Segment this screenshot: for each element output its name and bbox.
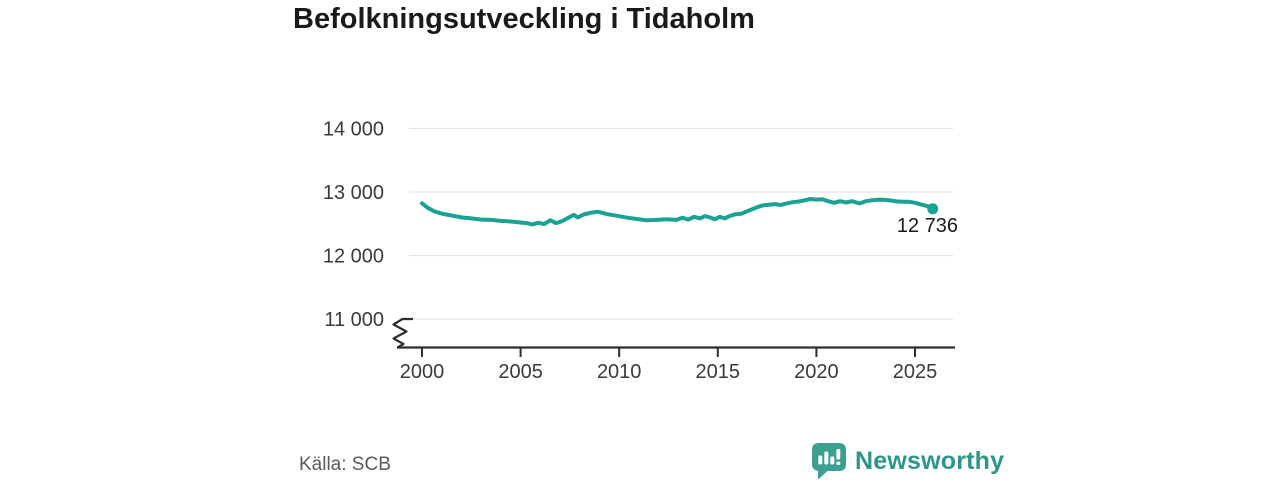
brand-name: Newsworthy — [855, 447, 1005, 475]
x-tick-label: 2000 — [400, 361, 445, 383]
y-tick-label: 13 000 — [323, 182, 384, 204]
x-tick-label: 2015 — [696, 361, 741, 383]
y-tick-label: 11 000 — [324, 309, 384, 331]
newsworthy-speech-bubble-chart-icon — [812, 443, 846, 480]
x-tick-label: 2005 — [498, 361, 543, 383]
population-series-line — [420, 197, 935, 227]
x-axis-labels: 2000 2005 2010 2015 2020 2025 — [400, 361, 938, 383]
x-tick-label: 2025 — [893, 361, 938, 383]
y-axis-break-zigzag-icon — [392, 317, 413, 349]
y-tick-label: 12 000 — [323, 246, 384, 268]
x-tick-label: 2020 — [794, 361, 839, 383]
source-note: Källa: SCB — [299, 454, 391, 475]
newsworthy-logo[interactable]: Newsworthy — [812, 443, 1004, 480]
x-axis-ticks — [421, 347, 916, 357]
latest-value-label: 12 736 — [897, 215, 958, 237]
gridlines — [409, 127, 953, 320]
latest-value-dot — [927, 203, 939, 215]
page-title: Befolkningsutveckling i Tidaholm — [293, 3, 755, 35]
y-axis-labels: 14 000 13 000 12 000 11 000 — [323, 119, 384, 332]
y-tick-label: 14 000 — [323, 119, 384, 141]
x-tick-label: 2010 — [597, 361, 642, 383]
